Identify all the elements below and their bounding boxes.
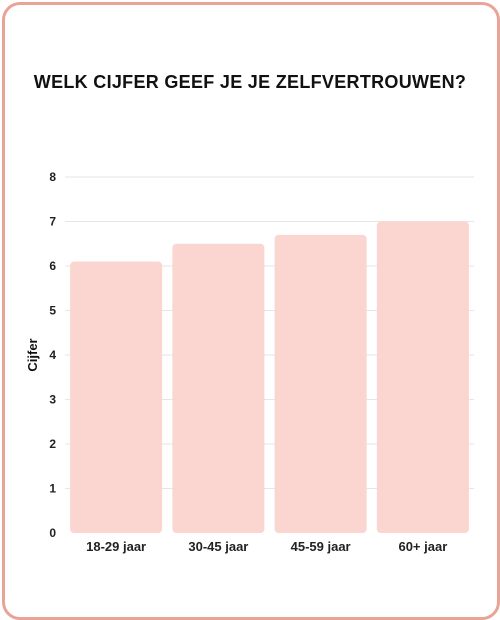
y-tick-label: 7 [49, 215, 56, 229]
bar [172, 243, 265, 533]
x-tick-label: 30-45 jaar [188, 539, 248, 554]
x-tick-label: 60+ jaar [398, 539, 447, 554]
y-tick-label: 8 [49, 170, 56, 184]
y-tick-label: 1 [49, 482, 56, 496]
bar [274, 234, 367, 533]
x-tick-label: 45-59 jaar [291, 539, 351, 554]
bar [70, 261, 163, 533]
y-tick-label: 5 [49, 304, 56, 318]
y-axis-label: Cijfer [25, 338, 40, 371]
bars [70, 221, 469, 533]
y-tick-label: 0 [49, 526, 56, 540]
y-axis-ticks: 0 1 2 3 4 5 6 7 8 [49, 170, 56, 540]
bar [376, 221, 469, 533]
y-tick-label: 2 [49, 437, 56, 451]
y-tick-label: 4 [49, 348, 56, 362]
chart-title: WELK CIJFER GEEF JE JE ZELFVERTROUWEN? [33, 72, 467, 92]
y-tick-label: 6 [49, 259, 56, 273]
y-tick-label: 3 [49, 393, 56, 407]
x-tick-label: 18-29 jaar [86, 539, 146, 554]
x-axis-ticks: 18-29 jaar 30-45 jaar 45-59 jaar 60+ jaar [86, 539, 447, 554]
